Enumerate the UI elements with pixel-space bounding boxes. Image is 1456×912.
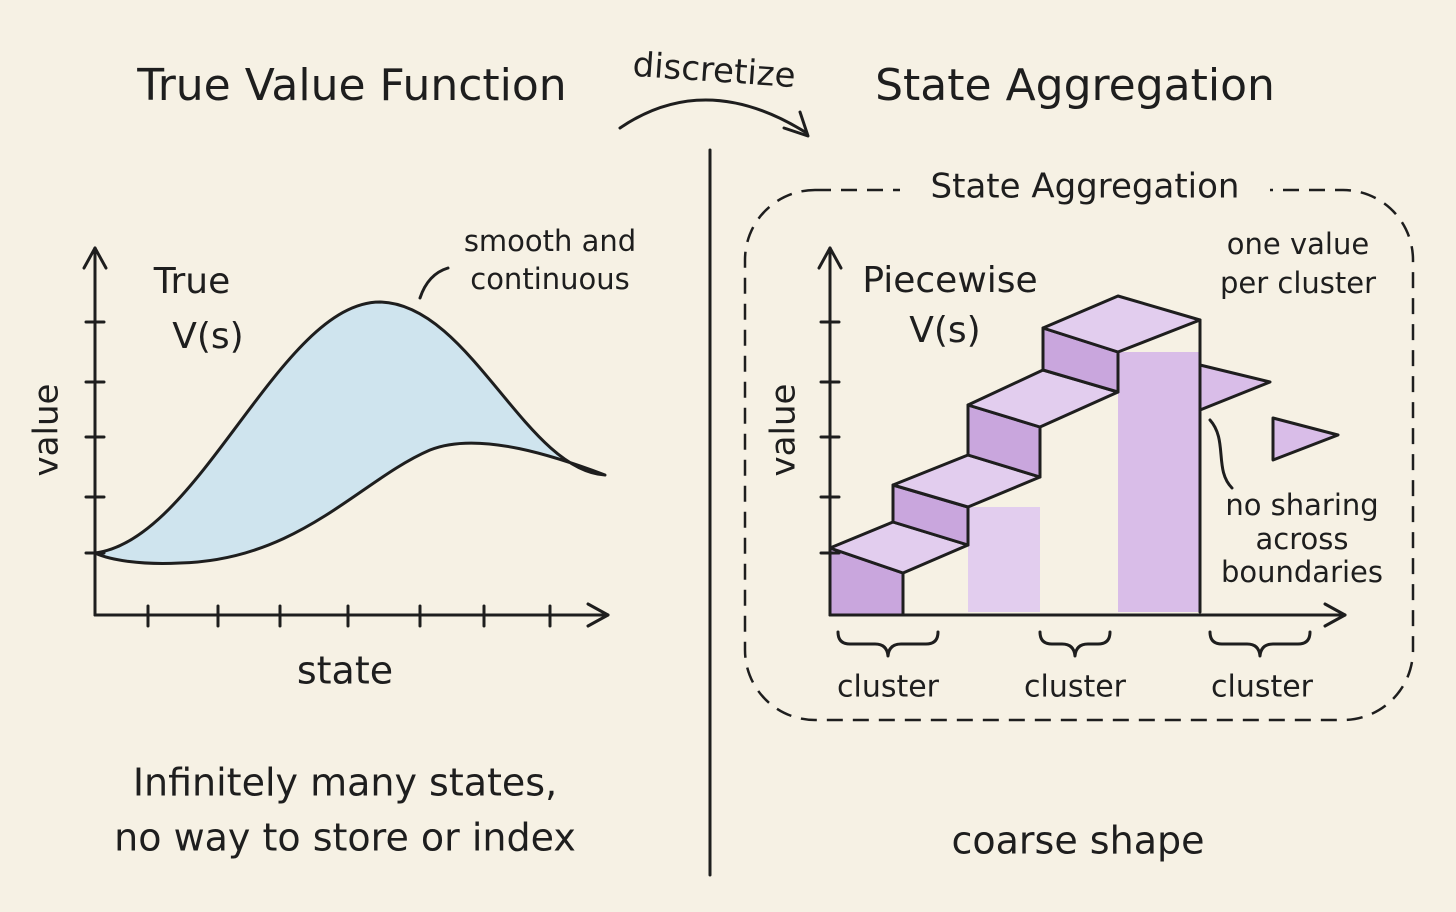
cluster-label: cluster: [1211, 670, 1314, 705]
step-wedge: [1198, 363, 1272, 412]
piecewise-steps: [828, 294, 1340, 617]
note: boundaries: [1221, 555, 1383, 589]
right-axes: [817, 246, 1347, 628]
caption: Infinitely many states,: [133, 761, 557, 805]
note-pointer: [1208, 418, 1234, 490]
curve-label: Piecewise: [862, 260, 1037, 301]
note: no sharing: [1225, 488, 1378, 522]
cluster-label: cluster: [837, 670, 940, 705]
arrow: [618, 98, 807, 134]
cluster-label: cluster: [1024, 670, 1127, 705]
annotation: smooth and: [464, 224, 636, 258]
curve-label: V(s): [909, 310, 980, 351]
left-axes: [82, 246, 610, 628]
curve-label: True: [153, 261, 230, 302]
cluster-braces: [836, 630, 1312, 658]
note: across: [1256, 522, 1349, 556]
step-wedge: [1271, 416, 1340, 462]
box-label-bg: [900, 165, 1270, 210]
arrow-head: [782, 110, 810, 138]
x-axis-label: state: [297, 649, 393, 693]
annotation: one value: [1227, 227, 1369, 261]
right-title: State Aggregation: [875, 60, 1275, 111]
annotation: per cluster: [1220, 266, 1376, 300]
annotation: continuous: [470, 262, 630, 296]
column: [968, 507, 1040, 612]
left-title: True Value Function: [136, 60, 566, 111]
value-curve: [93, 300, 607, 565]
caption: no way to store or index: [114, 816, 576, 860]
y-axis-label: value: [27, 384, 67, 477]
caption: coarse shape: [952, 819, 1205, 863]
column: [1118, 352, 1200, 612]
annotation-pointer: [418, 266, 450, 300]
curve-label: V(s): [172, 316, 243, 357]
box-label: State Aggregation: [931, 167, 1240, 207]
y-axis-label: value: [764, 384, 804, 477]
